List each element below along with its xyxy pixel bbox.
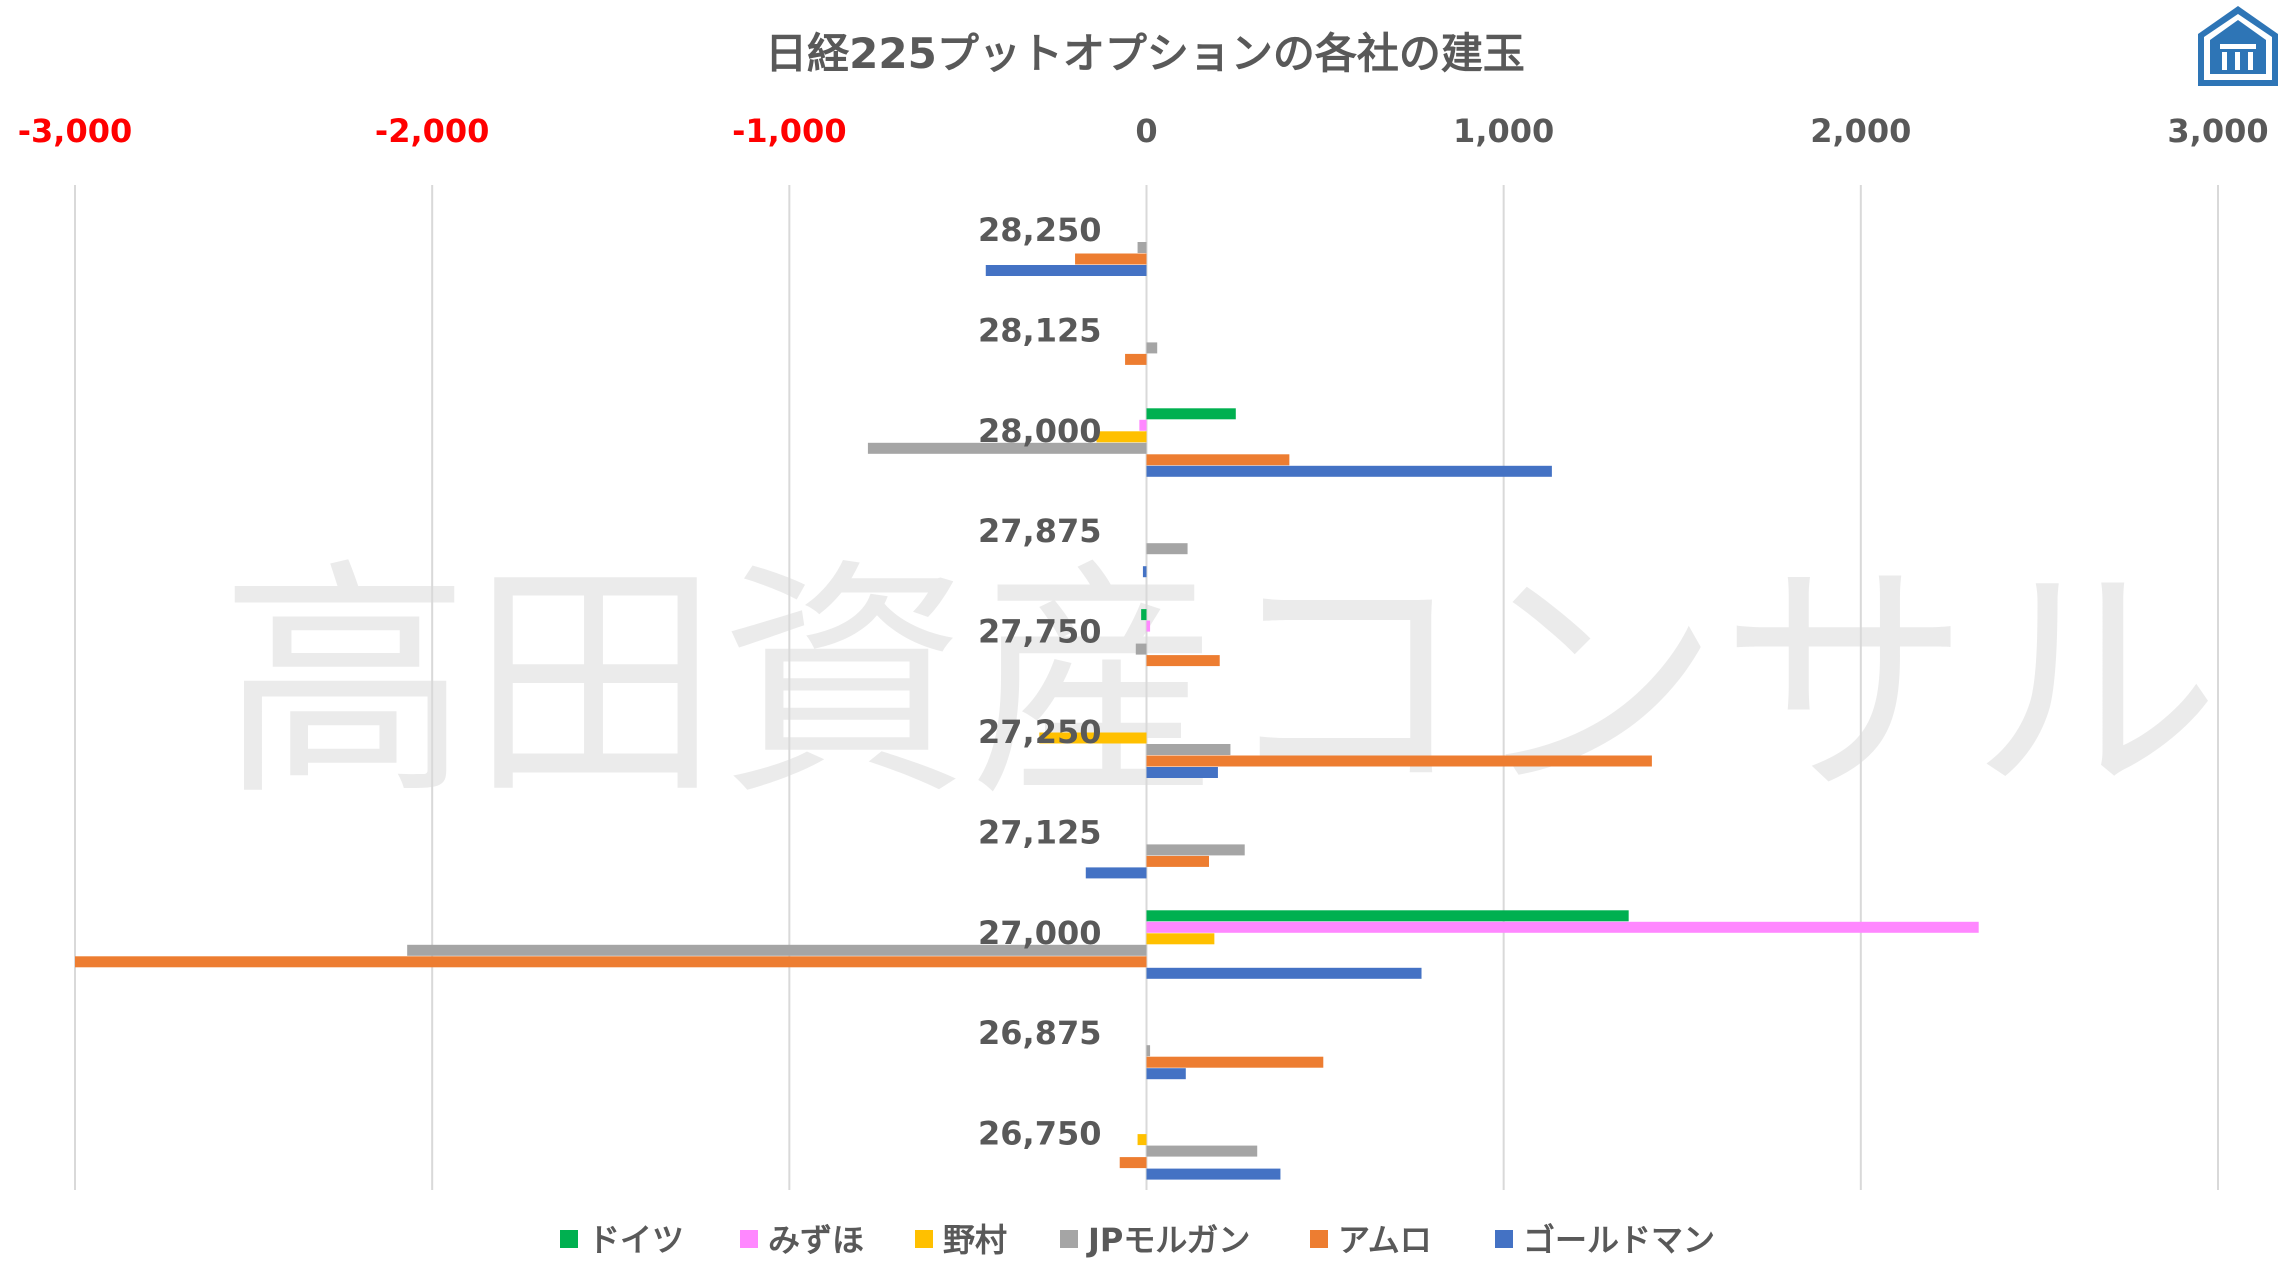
legend-swatch [740,1230,758,1248]
bar [1146,1068,1186,1080]
bar [75,956,1147,968]
legend-swatch [1310,1230,1328,1248]
bar [1146,855,1210,867]
bar [1146,933,1215,945]
category-label: 27,125 [978,813,1101,851]
category-label: 27,250 [978,713,1101,751]
category-label: 26,875 [978,1014,1101,1052]
bar [407,944,1147,956]
legend-item: アムロ [1310,1221,1432,1259]
bar [1135,643,1147,655]
legend-label: JPモルガン [1086,1221,1250,1259]
x-tick-label: 2,000 [1810,112,1911,150]
bar [1125,353,1147,365]
bar [1146,744,1231,755]
watermark: 高田資産コンサル [220,538,2220,829]
bar [1146,655,1220,667]
legend-item: ゴールドマン [1495,1221,1715,1259]
bar [867,442,1147,454]
legend-swatch [1060,1230,1078,1248]
x-tick-labels: -3,000 -2,000 -1,000 0 1,000 2,000 3,000 [18,112,2269,150]
bar [1146,543,1188,555]
bar [1096,431,1147,443]
category-label: 28,125 [978,311,1101,349]
bar [1146,465,1552,477]
category-label: 28,000 [978,412,1101,450]
bar [1146,967,1422,979]
category-label: 26,750 [978,1115,1101,1153]
bar [1146,620,1151,632]
x-tick-label: 1,000 [1453,112,1554,150]
legend-label: アムロ [1338,1221,1432,1259]
bar [1146,1045,1151,1057]
bar [1146,844,1245,856]
legend-item: 野村 [915,1221,1007,1259]
x-tick-label: 3,000 [2167,112,2268,150]
bar [1146,910,1629,922]
bar [1146,755,1652,767]
bar [1137,1134,1147,1146]
legend: ドイツ みずほ 野村 JPモルガン アムロ ゴールドマン [560,1221,1715,1259]
logo [2198,6,2278,86]
bar [985,265,1147,276]
bar [1137,242,1147,253]
category-labels: 28,250 28,125 28,000 27,875 27,750 27,250 27,1… [978,211,1101,1153]
legend-swatch [1495,1230,1513,1248]
category-label: 27,750 [978,613,1101,651]
bar [1141,609,1147,621]
bar [1119,1157,1147,1169]
bar [1139,419,1147,431]
bar [1146,1168,1281,1180]
x-tick-label: 0 [1135,112,1157,150]
bar [1142,566,1147,578]
legend-item: ドイツ [560,1221,684,1259]
bar [1146,1056,1324,1068]
legend-label: 野村 [943,1221,1007,1259]
category-label: 27,875 [978,512,1101,550]
bar [1146,454,1290,466]
bar [1075,253,1147,265]
legend-item: みずほ [740,1221,864,1259]
chart-title: 日経225プットオプションの各社の建玉 [765,29,1525,78]
legend-label: ゴールドマン [1523,1221,1715,1259]
bar [1146,342,1158,354]
category-label: 27,000 [978,914,1101,952]
legend-item: JPモルガン [1060,1221,1250,1259]
bars [75,242,1979,1180]
legend-label: みずほ [768,1221,864,1259]
legend-swatch [560,1230,578,1248]
bar [1146,767,1218,778]
x-tick-label: -1,000 [732,112,847,150]
bar [1146,408,1236,420]
bar [1085,867,1147,879]
legend-label: ドイツ [588,1221,684,1259]
x-tick-label: -2,000 [375,112,490,150]
legend-swatch [915,1230,933,1248]
x-tick-label: -3,000 [18,112,133,150]
category-label: 28,250 [978,211,1101,249]
bar [1146,1145,1258,1157]
bar [1146,921,1979,933]
bar [1039,732,1147,744]
